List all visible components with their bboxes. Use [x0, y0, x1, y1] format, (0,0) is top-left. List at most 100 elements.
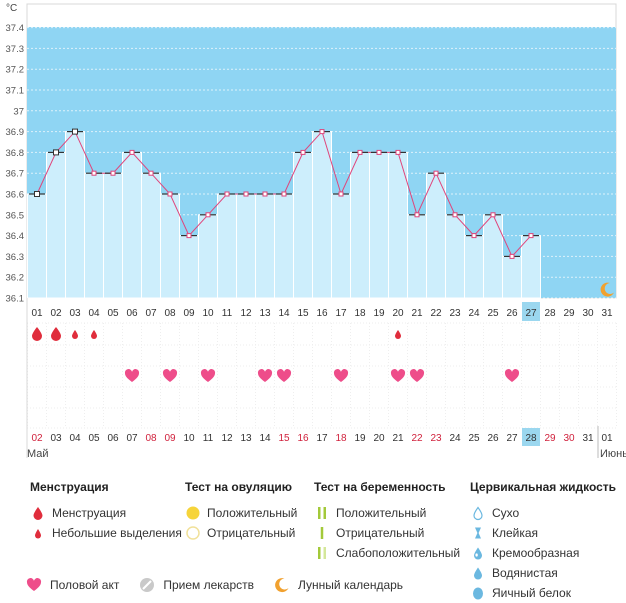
cycle-day-label: 31	[582, 433, 594, 444]
day-label: 08	[164, 308, 176, 319]
legend-item-label: Лунный календарь	[298, 578, 404, 592]
temperature-point	[471, 233, 477, 239]
legend-item: Клейкая	[470, 523, 616, 543]
cycle-day-label: 29	[544, 433, 556, 444]
legend-item: Кремообразная	[470, 543, 616, 563]
cycle-day-label: 08	[145, 433, 157, 444]
cycle-day-label: 22	[411, 433, 423, 444]
day-label: 28	[544, 308, 556, 319]
legend-item: Прием лекарств	[139, 577, 254, 593]
moon-icon	[275, 578, 289, 593]
heart-icon	[276, 369, 292, 382]
y-tick-label: 36.5	[6, 210, 25, 221]
cycle-day-label: 03	[50, 433, 62, 444]
day-highlight	[522, 302, 540, 321]
temperature-bar	[236, 193, 256, 299]
small-drop-icon	[35, 529, 41, 539]
temperature-point	[281, 191, 287, 197]
temperature-point	[148, 170, 154, 176]
legend-item: Водянистая	[470, 563, 616, 583]
day-label: 25	[487, 308, 499, 319]
cycle-day-label: 30	[563, 433, 575, 444]
day-label: 12	[240, 308, 252, 319]
legend-item: Отрицательный	[314, 523, 460, 543]
heart-icon	[257, 369, 273, 382]
drop-icon	[33, 507, 43, 520]
temperature-bar	[141, 172, 161, 299]
legend-item: Слабоположительный	[314, 543, 460, 563]
y-tick-label: 36.9	[6, 127, 25, 138]
cycle-day-label: 23	[430, 433, 442, 444]
day-label: 30	[582, 308, 594, 319]
legend-item-label: Слабоположительный	[336, 546, 461, 560]
y-unit-label: °C	[6, 3, 17, 14]
pregnancy-weak-icon	[318, 547, 326, 559]
temperature-point	[300, 149, 306, 155]
sticky-icon	[475, 527, 481, 539]
cycle-day-label: 15	[278, 433, 290, 444]
day-label: 10	[202, 308, 214, 319]
legend-item-label: Менструация	[52, 506, 127, 520]
temperature-bar	[483, 214, 503, 299]
legend-pregnancy: Тест на беременность Положительный Отриц…	[314, 480, 460, 563]
pregnancy-negative-icon	[320, 527, 324, 539]
day-label: 02	[50, 308, 62, 319]
cycle-day-label: 14	[259, 433, 271, 444]
y-axis: 36.1 36.2 36.3 36.4 36.5 36.6 36.7 36.8 36.9 37 37…	[6, 23, 25, 304]
cycle-day-label: 25	[468, 433, 480, 444]
temperature-bar	[255, 193, 275, 299]
day-label: 15	[297, 308, 309, 319]
temperature-bar	[426, 172, 446, 299]
day-label: 16	[316, 308, 328, 319]
day-label: 19	[373, 308, 385, 319]
temperature-point	[72, 128, 78, 135]
legend-ovulation: Тест на овуляцию Положительный Отрицател…	[185, 480, 297, 543]
temperature-bar	[445, 214, 465, 299]
creamy-icon	[474, 547, 482, 560]
cycle-day-label: 01	[601, 433, 613, 444]
y-tick-label: 36.6	[6, 190, 25, 201]
cycle-day-label: 27	[506, 433, 518, 444]
heart-icon	[26, 578, 42, 591]
legend-item-label: Небольшие выделения	[52, 526, 182, 540]
cycle-day-label: 10	[183, 433, 195, 444]
legend-item: Сухо	[470, 503, 616, 523]
temperature-bar	[179, 235, 199, 299]
y-tick-label: 37.1	[6, 86, 25, 97]
y-tick-label: 36.8	[6, 148, 25, 159]
day-label: 24	[468, 308, 480, 319]
temperature-point	[338, 191, 344, 197]
day-label: 23	[449, 308, 461, 319]
y-tick-label: 37	[13, 106, 24, 117]
small-drop-icon	[395, 330, 401, 339]
y-tick-label: 36.2	[6, 273, 25, 284]
day-label: 07	[145, 308, 157, 319]
y-tick-label: 36.1	[6, 294, 25, 305]
heart-icon	[200, 369, 216, 382]
legend-bottom: Половой акт Прием лекарств Лунный календ…	[26, 577, 423, 593]
temperature-bar	[502, 255, 522, 299]
day-label: 17	[335, 308, 347, 319]
temperature-bar	[103, 172, 123, 299]
temperature-point	[528, 233, 534, 239]
y-tick-label: 37.3	[6, 44, 25, 55]
legend-item-label: Положительный	[207, 506, 298, 520]
temperature-bar	[350, 151, 370, 299]
legend-item: Отрицательный	[185, 523, 297, 543]
day-label: 18	[354, 308, 366, 319]
watery-icon	[474, 567, 482, 580]
day-label: 09	[183, 308, 195, 319]
drop-icon	[51, 327, 61, 341]
temperature-bar	[198, 214, 218, 299]
temperature-point	[433, 170, 439, 176]
day-label: 03	[69, 308, 81, 319]
cycle-day-label: 24	[449, 433, 461, 444]
cycle-day-label: 19	[354, 433, 366, 444]
cycle-day-label: 18	[335, 433, 347, 444]
legend-item: Положительный	[185, 503, 297, 523]
temperature-bars	[27, 131, 541, 299]
legend-menstruation-title: Менструация	[30, 480, 109, 494]
cycle-day-label: 26	[487, 433, 499, 444]
dry-icon	[473, 506, 483, 521]
temperature-bar	[293, 151, 313, 299]
